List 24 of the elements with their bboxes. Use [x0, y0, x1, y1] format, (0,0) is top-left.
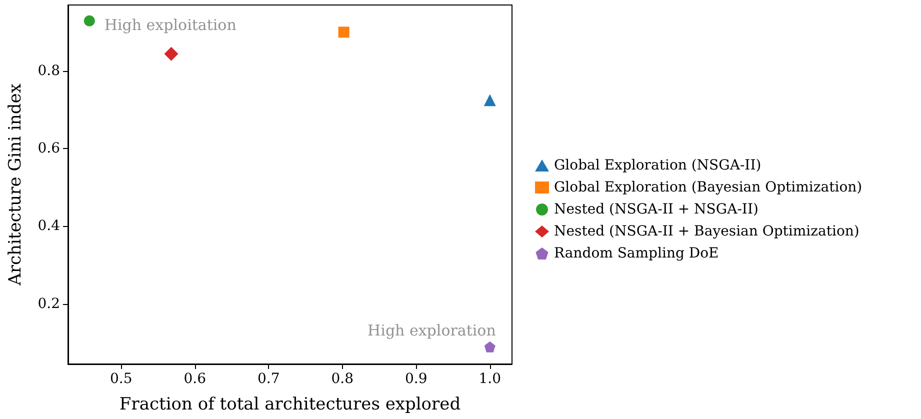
- legend-label: Global Exploration (NSGA-II): [554, 158, 762, 174]
- x-tick-label: 0.8: [331, 371, 354, 387]
- x-tick-label: 1.0: [478, 371, 502, 387]
- y-tick-label: 0.6: [38, 140, 60, 157]
- annotation: High exploitation: [104, 16, 237, 34]
- legend-label: Nested (NSGA-II + Bayesian Optimization): [554, 224, 860, 240]
- y-tick-label: 0.4: [38, 218, 60, 234]
- x-axis-title: Fraction of total architectures explored: [119, 394, 461, 414]
- point: [164, 46, 178, 61]
- y-axis-title: Architecture Gini index: [6, 83, 26, 286]
- point: [484, 94, 496, 106]
- legend-label: Random Sampling DoE: [554, 246, 719, 262]
- annotation: High exploration: [368, 321, 496, 340]
- x-tick-label: 0.5: [110, 371, 132, 387]
- x-tick-label: 0.7: [257, 371, 280, 387]
- x-tick-label: 0.6: [184, 371, 206, 387]
- point: [484, 341, 496, 352]
- point: [84, 15, 95, 26]
- legend-label: Global Exploration (Bayesian Optimization): [554, 180, 862, 196]
- y-tick-label: 0.8: [38, 62, 60, 79]
- point: [338, 26, 350, 38]
- x-tick-label: 0.9: [404, 371, 428, 387]
- y-tick-label: 0.2: [38, 296, 60, 312]
- legend-label: Nested (NSGA-II + NSGA-II): [554, 202, 758, 218]
